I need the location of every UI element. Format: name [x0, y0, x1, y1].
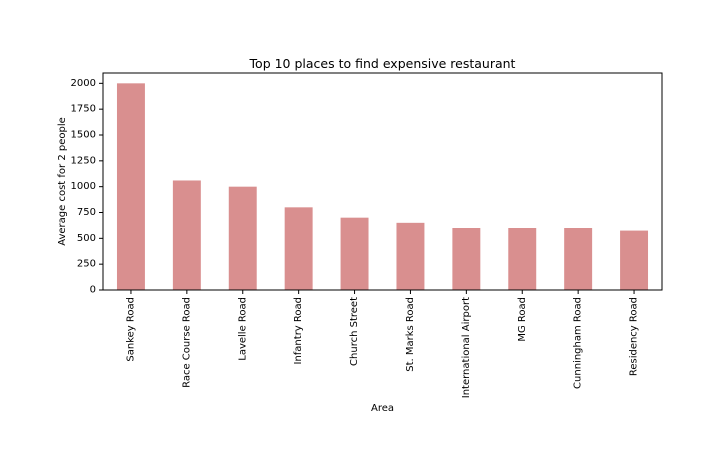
x-tick-label: Lavelle Road [237, 297, 248, 361]
bar-mg-road [508, 228, 537, 290]
bar-race-course-road [172, 180, 201, 290]
bar-residency-road [620, 230, 649, 290]
bar-lavelle-road [228, 186, 257, 290]
y-tick-label: 1250 [71, 155, 96, 166]
x-tick-label: Infantry Road [293, 297, 304, 365]
x-tick-label: MG Road [517, 297, 528, 342]
x-tick-label: International Airport [461, 297, 472, 398]
y-tick-label: 1750 [71, 104, 96, 115]
bar-sankey-road [116, 83, 145, 290]
chart-title: Top 10 places to find expensive restaura… [249, 56, 516, 71]
y-tick-label: 500 [77, 233, 96, 244]
x-axis-ticks: Sankey Road Race Course Road Lavelle Road I… [125, 290, 640, 398]
y-tick-label: 1000 [71, 181, 96, 192]
bar-infantry-road [284, 207, 313, 290]
y-axis-ticks: 0 250 500 750 1000 1250 1500 1750 2000 [71, 78, 103, 296]
bar-international-airport [452, 228, 481, 290]
x-tick-label: Sankey Road [125, 297, 136, 362]
x-tick-label: Church Street [349, 297, 360, 366]
bar-cunningham-road [564, 228, 593, 290]
y-tick-label: 250 [77, 259, 96, 270]
y-tick-label: 2000 [71, 78, 96, 89]
x-tick-label: Residency Road [629, 297, 640, 376]
x-tick-label: St. Marks Road [405, 297, 416, 372]
bar-church-street [340, 217, 369, 290]
x-axis-label: Area [371, 403, 394, 414]
bars [116, 83, 649, 290]
y-tick-label: 0 [90, 285, 96, 296]
plot-area-frame [102, 72, 663, 291]
x-tick-label: Cunningham Road [573, 297, 584, 389]
y-tick-label: 1500 [71, 130, 96, 141]
bar-st-marks-road [396, 222, 425, 290]
y-tick-label: 750 [77, 207, 96, 218]
x-tick-label: Race Course Road [181, 297, 192, 388]
y-axis-label: Average cost for 2 people [57, 117, 68, 246]
